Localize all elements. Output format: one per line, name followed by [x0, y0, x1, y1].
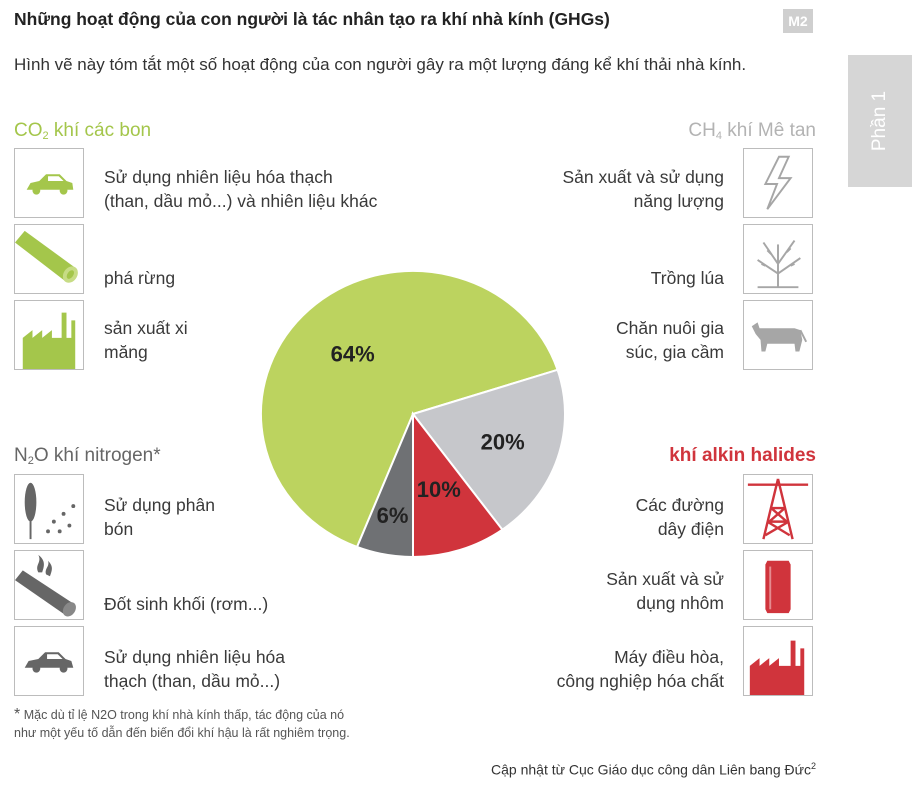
burning-log-icon	[15, 554, 76, 617]
car-icon	[24, 652, 74, 673]
fertilizer-icon	[24, 482, 76, 540]
power-tower-icon	[747, 478, 809, 540]
can-icon	[765, 560, 791, 614]
factory-icon	[749, 640, 805, 695]
n2o-activity-2-label: Đốt sinh khối (rơm...)	[104, 594, 269, 614]
co2-activity-icon-box	[14, 300, 84, 370]
pie-slice-6	[355, 413, 414, 559]
halides-activity-icon-box	[743, 550, 813, 620]
n2o-activity-icon-box	[14, 474, 84, 544]
co2-activity-2-label: phá rừng	[104, 268, 176, 288]
category-n2o: N2O khí nitrogen*	[14, 445, 161, 467]
source-credit: Cập nhật từ Cục Giáo dục công dân Liên b…	[491, 761, 816, 778]
n2o-activity-icon-box	[14, 626, 84, 696]
pie-label-20: 20%	[481, 429, 525, 454]
section-tab[interactable]: Phần 1	[848, 55, 912, 187]
footnote-star: *	[14, 706, 21, 723]
pie-label-6: 6%	[377, 503, 409, 528]
category-halides: khí alkin halides	[669, 445, 816, 466]
co2-activity-3-label: sản xuất xi măng	[104, 318, 188, 362]
category-co2: CO2 khí các bon	[14, 120, 152, 142]
footnote: * Mặc dù tỉ lệ N2O trong khí nhà kính th…	[14, 706, 350, 740]
category-ch4: CH4 khí Mê tan	[688, 120, 816, 142]
n2o-activity-3-label: Sử dụng nhiên liệu hóa thạch (than, dầu m…	[104, 647, 286, 691]
co2-activity-icon-box	[14, 148, 84, 218]
ch4-activity-1-label: Sản xuất và sử dụng năng lượng	[562, 167, 724, 211]
ch4-activity-icon-box	[743, 148, 813, 218]
section-tab-label: Phần 1	[869, 90, 890, 152]
halides-activity-3-label: Máy điều hòa, công nghiệp hóa chất	[556, 647, 724, 691]
pie-slice-10	[412, 411, 504, 559]
intro-text: Hình vẽ này tóm tắt một số hoạt động của…	[14, 55, 747, 74]
pie-slice-20	[411, 368, 566, 532]
halides-activity-1-label: Các đường dây điện	[635, 495, 724, 539]
pie-slice-64	[260, 270, 559, 549]
log-icon	[15, 230, 78, 283]
pie-label-64: 64%	[331, 342, 375, 367]
rice-plant-icon	[757, 239, 801, 289]
co2-activity-icon-box	[14, 224, 84, 294]
halides-activity-2-label: Sản xuất và sử dụng nhôm	[606, 569, 724, 613]
n2o-activity-1-label: Sử dụng phân bón	[104, 495, 215, 539]
ch4-activity-2-label: Trồng lúa	[650, 268, 724, 288]
lightning-icon	[763, 155, 793, 210]
car-icon	[26, 174, 74, 195]
factory-icon	[22, 312, 76, 369]
halides-activity-icon-box	[743, 474, 813, 544]
ghg-pie-chart: 64% 20% 10% 6%	[260, 270, 566, 559]
ch4-activity-icon-box	[743, 224, 813, 294]
co2-activity-1-label: Sử dụng nhiên liệu hóa thạch (than, dầu m…	[104, 167, 378, 211]
ch4-activity-icon-box	[743, 300, 813, 370]
pie-label-10: 10%	[417, 477, 461, 502]
ch4-activity-3-label: Chăn nuôi gia súc, gia cầm	[616, 318, 724, 362]
module-badge: M2	[783, 9, 813, 33]
n2o-activity-icon-box	[14, 550, 84, 620]
cow-icon	[751, 322, 808, 352]
halides-activity-icon-box	[743, 626, 813, 696]
page-title: Những hoạt động của con người là tác nhâ…	[14, 9, 610, 29]
